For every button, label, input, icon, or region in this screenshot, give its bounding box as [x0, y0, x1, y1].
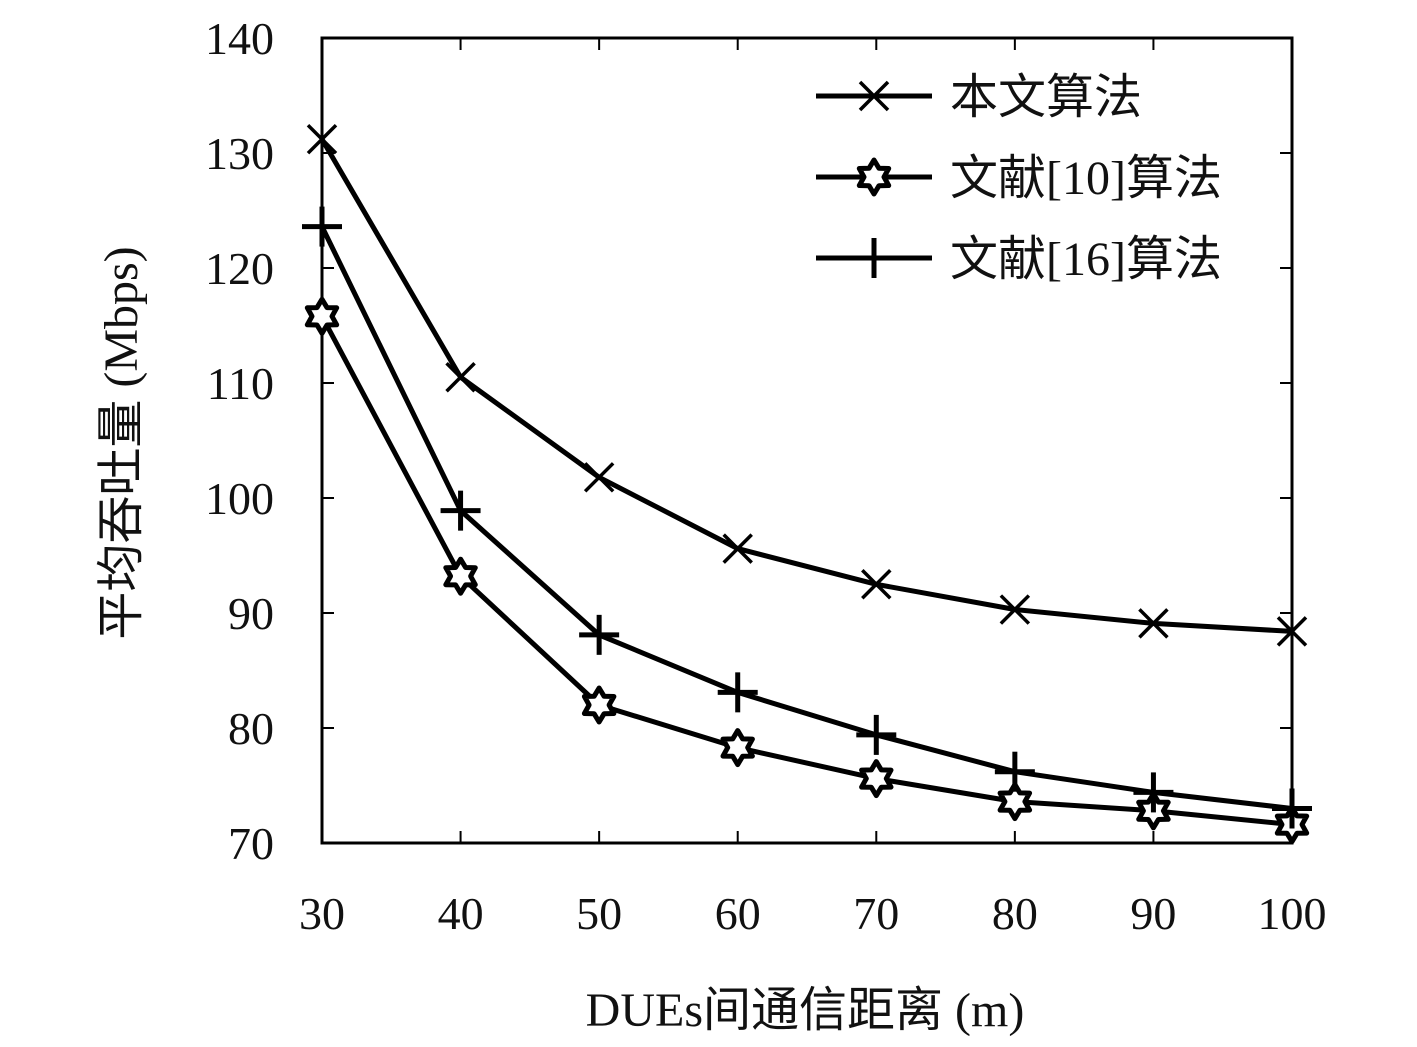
series-3 — [302, 206, 1312, 829]
legend-item: 本文算法 — [816, 71, 1142, 124]
plot-area — [320, 36, 1294, 845]
series-layer — [302, 123, 1312, 845]
data-point — [856, 714, 897, 755]
data-point — [445, 362, 476, 393]
data-point — [1133, 772, 1174, 813]
data-point — [443, 556, 478, 596]
y-tick-label: 130 — [205, 128, 274, 179]
legend-label: 文献[16]算法 — [950, 233, 1222, 286]
x-tick-label: 30 — [299, 888, 345, 939]
series-line — [319, 137, 1293, 634]
x-tick-label: 50 — [576, 888, 622, 939]
y-axis-ticks: 70 80 90 100 110 120 130 140 — [205, 13, 1292, 869]
data-point — [581, 685, 617, 725]
series-2 — [304, 296, 1310, 845]
series-line — [319, 315, 1293, 828]
data-point — [720, 728, 755, 768]
data-point — [302, 206, 342, 247]
y-tick-label: 120 — [205, 243, 274, 294]
y-tick-label: 80 — [228, 703, 274, 754]
series-line — [319, 225, 1293, 811]
data-point — [999, 594, 1031, 625]
y-tick-label: 100 — [205, 473, 274, 524]
x-tick-label: 80 — [992, 888, 1038, 939]
x-tick-label: 60 — [715, 888, 761, 939]
x-axis-title: DUEs间通信距离 (m) — [586, 984, 1025, 1037]
data-point — [1138, 608, 1169, 639]
y-tick-label: 110 — [207, 358, 274, 409]
x-tick-label: 40 — [438, 888, 484, 939]
x-axis-ticks: 30 40 50 60 70 80 90 100 — [299, 38, 1327, 939]
plot-frame — [320, 36, 1294, 845]
data-point — [1272, 788, 1312, 829]
data-point — [997, 782, 1033, 822]
data-point — [583, 462, 615, 493]
legend-marker — [856, 157, 892, 197]
data-point — [1276, 616, 1308, 647]
legend-item: 文献[10]算法 — [816, 152, 1222, 205]
data-point — [306, 123, 338, 155]
data-point — [994, 751, 1035, 792]
legend-item: 文献[16]算法 — [816, 233, 1222, 286]
data-point — [304, 296, 340, 336]
series-1 — [306, 123, 1308, 647]
y-axis-title: 平均吞吐量 (Mbps) — [95, 246, 148, 639]
y-tick-label: 70 — [228, 818, 274, 869]
x-tick-label: 90 — [1130, 888, 1176, 939]
data-point — [440, 490, 481, 531]
data-point — [717, 672, 758, 713]
y-tick-label: 140 — [205, 13, 274, 64]
data-point — [859, 759, 894, 799]
y-tick-label: 90 — [228, 588, 274, 639]
legend-marker — [858, 80, 890, 112]
legend-label: 文献[10]算法 — [950, 152, 1222, 205]
legend-marker — [854, 238, 894, 278]
legend-label: 本文算法 — [950, 71, 1142, 124]
data-point — [722, 533, 753, 564]
data-point — [579, 614, 620, 655]
data-point — [861, 569, 892, 600]
x-tick-label: 70 — [853, 888, 899, 939]
x-tick-label: 100 — [1258, 888, 1327, 939]
